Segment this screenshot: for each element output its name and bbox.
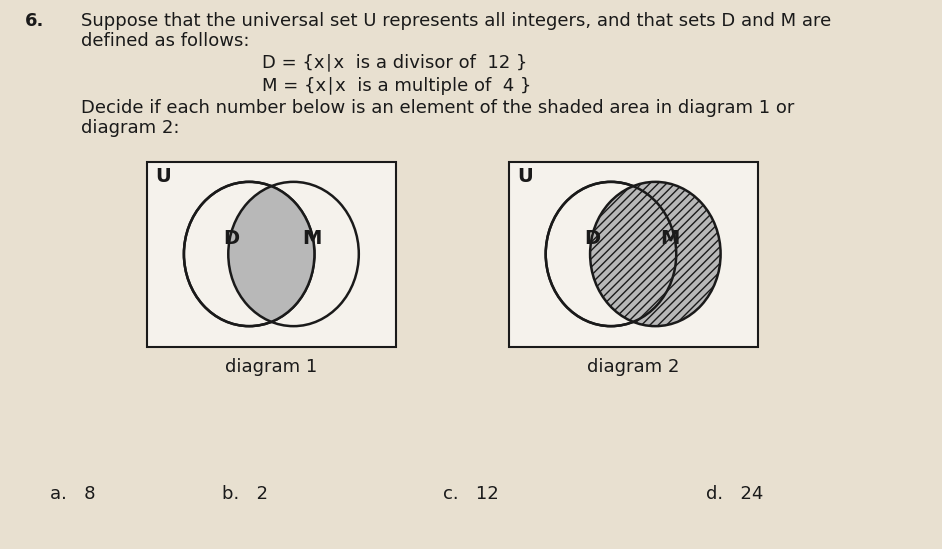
Text: c.   12: c. 12: [443, 485, 499, 503]
Circle shape: [184, 182, 315, 326]
Text: U: U: [517, 167, 532, 187]
Text: D: D: [585, 228, 601, 248]
Text: Decide if each number below is an element of the shaded area in diagram 1 or: Decide if each number below is an elemen…: [81, 99, 795, 117]
Text: diagram 1: diagram 1: [225, 358, 317, 377]
Text: D = {x∣x  is a divisor of  12 }: D = {x∣x is a divisor of 12 }: [262, 53, 528, 71]
Text: diagram 2:: diagram 2:: [81, 119, 180, 137]
Text: M: M: [660, 228, 679, 248]
Text: diagram 2: diagram 2: [587, 358, 679, 377]
Text: a.   8: a. 8: [50, 485, 95, 503]
Text: 6.: 6.: [25, 12, 44, 30]
Text: b.   2: b. 2: [221, 485, 268, 503]
Text: U: U: [155, 167, 171, 187]
Text: d.   24: d. 24: [706, 485, 763, 503]
Circle shape: [228, 182, 359, 326]
Bar: [509, 161, 757, 346]
Bar: [147, 161, 396, 346]
Text: Suppose that the universal set U represents all integers, and that sets D and M : Suppose that the universal set U represe…: [81, 12, 832, 30]
Circle shape: [590, 182, 721, 326]
Text: D: D: [223, 228, 239, 248]
Circle shape: [545, 182, 676, 326]
Text: M: M: [302, 228, 321, 248]
Text: defined as follows:: defined as follows:: [81, 32, 250, 50]
Text: M = {x∣x  is a multiple of  4 }: M = {x∣x is a multiple of 4 }: [262, 77, 531, 95]
